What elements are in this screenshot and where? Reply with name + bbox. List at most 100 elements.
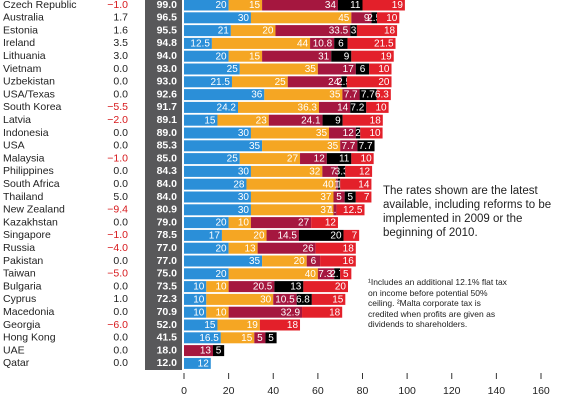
bar-segment — [336, 204, 365, 216]
segment-label: 20 — [216, 218, 228, 229]
x-tick-label: 160 — [532, 385, 550, 397]
segment-label: 13 — [290, 282, 302, 293]
change-label: −1.0 — [107, 229, 128, 241]
segment-label: 10 — [369, 128, 381, 139]
bar-segment — [355, 127, 361, 139]
segment-label: 14 — [358, 179, 370, 190]
bar-segment — [228, 242, 258, 254]
change-label: 1.6 — [113, 24, 128, 36]
segment-label: 18 — [384, 26, 396, 37]
bar-segment — [351, 153, 374, 165]
bar-segment — [273, 293, 297, 305]
segment-label: 27 — [287, 154, 299, 165]
change-label: 5.0 — [113, 191, 128, 203]
bar-segment — [228, 268, 318, 280]
segment-label: 11 — [339, 154, 350, 165]
segment-label: 20 — [378, 77, 390, 88]
country-label: Vietnam — [3, 63, 42, 75]
change-label: 0.0 — [113, 255, 128, 267]
bar-segment — [360, 127, 383, 139]
segment-label: 6.3 — [375, 90, 389, 101]
bar-segment — [237, 101, 319, 113]
bar-segment — [184, 255, 263, 267]
bar-segment — [228, 0, 263, 11]
change-label: 0.0 — [113, 216, 128, 228]
bar-segment — [250, 12, 352, 24]
segment-label: 7.7 — [341, 141, 355, 152]
country-label: Pakistan — [3, 255, 43, 267]
index-label: 92.6 — [157, 88, 178, 100]
bar-segment — [334, 268, 341, 280]
bar-segment — [274, 281, 304, 293]
change-label: 0.0 — [113, 332, 128, 344]
change-label: −2.0 — [107, 114, 128, 126]
index-label: 85.0 — [157, 152, 178, 164]
segment-label: 20 — [216, 51, 228, 62]
bar-segment — [184, 165, 251, 177]
x-tick-label: 20 — [223, 385, 235, 397]
bar-segment — [206, 293, 274, 305]
segment-label: 26 — [303, 243, 315, 254]
segment-label: 12 — [359, 167, 371, 178]
country-label: Ireland — [3, 37, 35, 49]
country-label: Kazakhstan — [3, 216, 58, 228]
bar-segment — [311, 217, 338, 229]
bar-segment — [329, 127, 356, 139]
index-label: 18.0 — [157, 344, 178, 356]
segment-label: 1.4 — [328, 205, 342, 216]
segment-label: 2.5 — [367, 13, 381, 24]
change-label: −6.0 — [107, 319, 128, 331]
segment-label: 10.5 — [275, 295, 295, 306]
segment-label: 25 — [227, 64, 239, 75]
bar-segment — [250, 204, 334, 216]
segment-label: 20 — [216, 243, 228, 254]
change-label: −1.0 — [107, 152, 128, 164]
index-label: 84.0 — [157, 178, 178, 190]
bar-segment — [220, 332, 255, 344]
index-label: 96.5 — [157, 12, 178, 24]
segment-label: 35 — [329, 90, 341, 101]
segment-label: 7.7 — [344, 90, 358, 101]
segment-label: 30 — [238, 128, 250, 139]
bar-segment — [315, 242, 356, 254]
segment-label: 9 — [344, 51, 350, 62]
segment-label: 10 — [193, 295, 205, 306]
segment-label: 7 — [352, 231, 358, 242]
bar-segment — [311, 293, 346, 305]
bar-segment — [184, 319, 218, 331]
segment-label: 15 — [204, 320, 216, 331]
bar-segment — [264, 89, 343, 101]
segment-label: 7.3 — [318, 269, 332, 280]
bar-segment — [228, 50, 263, 62]
x-tick-label: 40 — [267, 385, 279, 397]
bar-segment — [184, 332, 221, 344]
segment-label: 15 — [249, 51, 261, 62]
country-label: South Korea — [3, 101, 62, 113]
bar-segment — [287, 76, 342, 88]
segment-label: 25 — [227, 154, 239, 165]
bar-segment — [184, 345, 214, 357]
bar-segment — [184, 153, 240, 165]
segment-label: 2 — [355, 128, 361, 139]
bar-segment — [366, 101, 389, 113]
bar-segment — [355, 63, 370, 75]
change-label: 0.0 — [113, 63, 128, 75]
bar-segment — [221, 229, 267, 241]
bar-segment — [340, 178, 372, 190]
bar-segment — [350, 25, 357, 37]
index-label: 84.3 — [157, 165, 178, 177]
segment-label: 20 — [216, 0, 228, 11]
x-tick-label: 140 — [488, 385, 506, 397]
segment-label: 17 — [343, 64, 355, 75]
segment-label: 9 — [335, 115, 341, 126]
bar-segment — [184, 114, 218, 126]
country-label: Lithuania — [3, 50, 46, 62]
change-label: −5.5 — [107, 101, 128, 113]
segment-label: 20 — [294, 256, 306, 267]
index-label: 93.0 — [157, 63, 178, 75]
bar-segment — [184, 281, 207, 293]
country-label: Indonesia — [3, 127, 49, 139]
segment-label: 10 — [216, 282, 228, 293]
bar-segment — [302, 306, 343, 318]
